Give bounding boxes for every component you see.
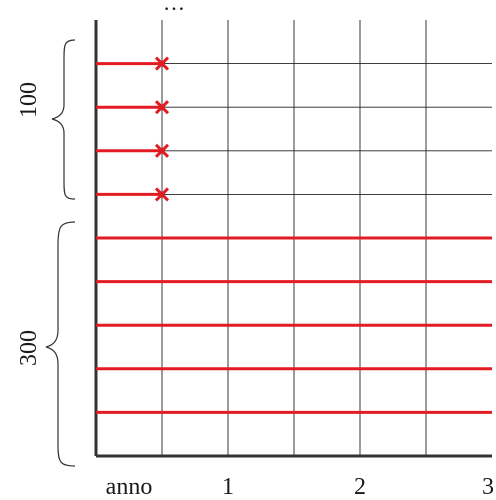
- brace-lower-label: 300: [16, 330, 42, 366]
- cross-mark: [154, 100, 170, 115]
- cross-mark: [154, 187, 170, 202]
- cross-mark: [154, 56, 170, 71]
- red-lines: [96, 56, 492, 414]
- brace-upper-label: 100: [16, 82, 42, 118]
- brace-upper: [51, 39, 76, 200]
- top-ellipsis: …: [163, 0, 185, 15]
- brace-lower: [45, 221, 76, 467]
- cross-mark: [154, 143, 170, 158]
- x-tick-labels: anno 1 2 3: [106, 474, 494, 500]
- x-tick-label: anno: [106, 474, 153, 500]
- x-tick-label: 1: [222, 474, 234, 500]
- x-tick-label: 3: [482, 474, 494, 500]
- x-tick-label: 2: [354, 474, 366, 500]
